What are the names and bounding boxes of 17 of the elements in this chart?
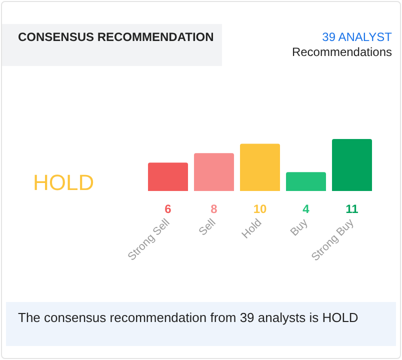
data-label: 8 bbox=[210, 202, 218, 216]
x-tick-label: Buy bbox=[288, 216, 311, 239]
bar bbox=[240, 144, 280, 191]
data-label: 6 bbox=[164, 202, 172, 216]
bar bbox=[286, 172, 326, 191]
x-tick-label: Sell bbox=[196, 216, 218, 238]
data-label: 11 bbox=[346, 202, 359, 216]
bar bbox=[194, 153, 234, 191]
bar bbox=[332, 139, 372, 191]
data-label: 4 bbox=[302, 202, 310, 216]
text: 39 ANALYST bbox=[322, 30, 392, 44]
text: Recommendations bbox=[292, 45, 392, 59]
text: HOLD bbox=[33, 170, 94, 196]
bar bbox=[148, 162, 188, 191]
data-label: 10 bbox=[253, 202, 267, 216]
chart-title: CONSENSUS RECOMMENDATION bbox=[2, 24, 222, 66]
text: The consensus recommendation from 39 analysts is HOLD bbox=[6, 302, 396, 346]
